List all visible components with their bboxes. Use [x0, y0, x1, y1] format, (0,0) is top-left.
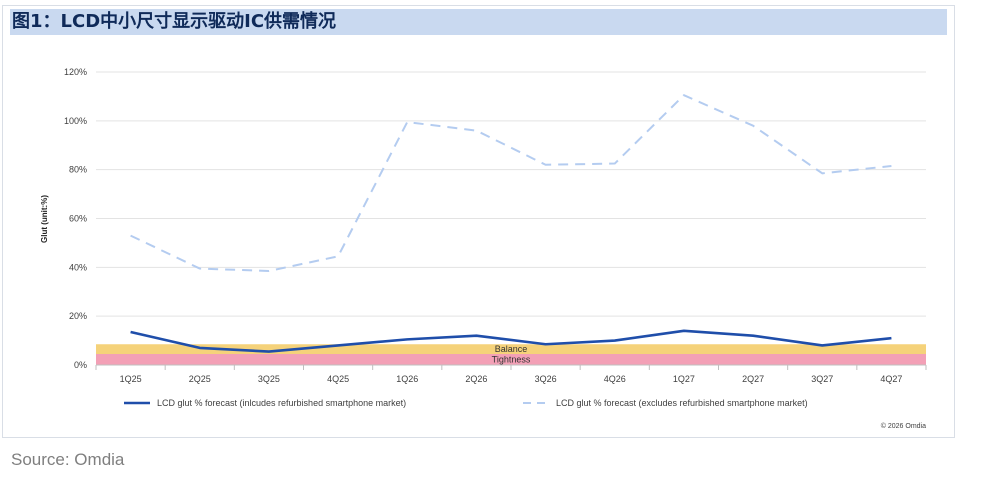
x-tick-label: 2Q26: [465, 374, 487, 384]
y-tick-label: 120%: [64, 67, 87, 77]
copyright-note: © 2026 Omdia: [881, 422, 926, 430]
x-tick-label: 4Q27: [880, 374, 902, 384]
legend-label: LCD glut % forecast (inlcudes refurbishe…: [157, 398, 406, 408]
band-label: Balance: [495, 344, 528, 354]
series: [130, 94, 892, 353]
title-bar: [10, 9, 947, 35]
y-tick-label: 20%: [69, 311, 87, 321]
chart-title: 图1：LCD中小尺寸显示驱动IC供需情况: [12, 11, 337, 32]
x-tick-label: 1Q26: [396, 374, 418, 384]
y-tick-label: 80%: [69, 165, 87, 175]
x-tick-label: 2Q25: [189, 374, 211, 384]
band-balance: [96, 344, 926, 355]
x-tick-label: 1Q25: [120, 374, 142, 384]
x-tick-label: 4Q25: [327, 374, 349, 384]
x-tick-label: 3Q25: [258, 374, 280, 384]
x-tick-label: 4Q26: [604, 374, 626, 384]
series-line-2: [130, 94, 892, 272]
y-tick-label: 100%: [64, 116, 87, 126]
band-label: Tightness: [492, 355, 531, 365]
y-tick-label: 60%: [69, 214, 87, 224]
y-tick-label: 40%: [69, 262, 87, 272]
band-tightness: [96, 354, 926, 365]
axes: 0% 20% 40% 60% 80% 100% 120% 1Q25 2Q25 3Q25 4Q25 1Q…: [64, 67, 927, 384]
y-axis-label: Glut (unit:%): [40, 195, 49, 243]
series-line-1: [130, 329, 892, 353]
x-tick-label: 3Q26: [535, 374, 557, 384]
x-tick-label: 3Q27: [811, 374, 833, 384]
chart-frame: [2, 5, 955, 438]
source-note: Source: Omdia: [11, 450, 125, 469]
x-tick-label: 2Q27: [742, 374, 764, 384]
x-tick-label: 1Q27: [673, 374, 695, 384]
y-tick-label: 0%: [74, 360, 87, 370]
grid: [96, 71, 926, 317]
legend: LCD glut % forecast (inlcudes refurbishe…: [124, 398, 808, 408]
legend-label: LCD glut % forecast (excludes refurbishe…: [556, 398, 808, 408]
